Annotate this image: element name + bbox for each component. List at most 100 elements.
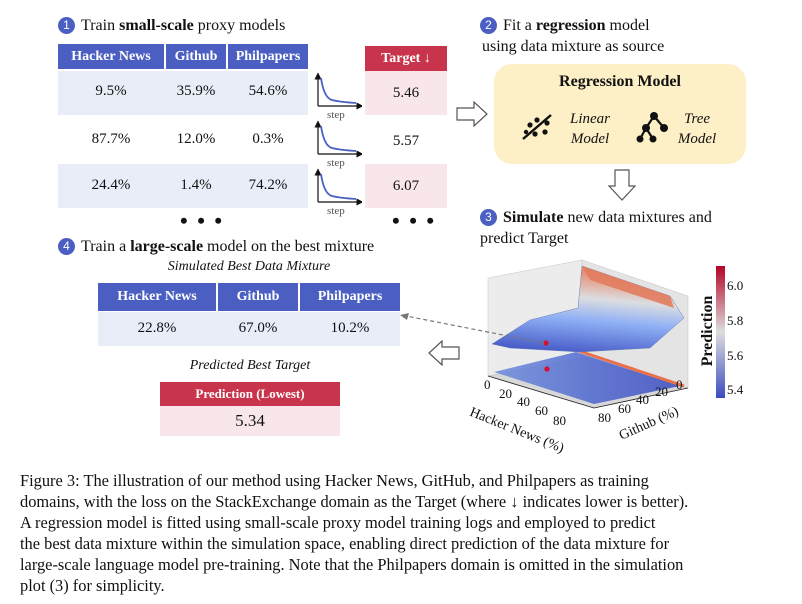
x-axis-line	[487, 375, 595, 409]
step-label-3: step	[327, 205, 345, 217]
best-point-surface	[543, 340, 549, 346]
step2-title: 2 Fit a regression model	[480, 16, 650, 35]
step-label-2: step	[327, 157, 345, 169]
linear-label-line2: Model	[570, 131, 610, 147]
step4-bold: large-scale	[130, 238, 204, 255]
tree-model-label: Tree Model	[674, 109, 720, 149]
floor-contour	[494, 352, 680, 404]
step1-title: 1 Train small-scale proxy models	[58, 16, 285, 35]
dashed-arrow	[400, 313, 545, 344]
cbar-tick-54: 5.4	[727, 382, 744, 397]
step4-title: 4 Train a large-scale model on the best m…	[58, 237, 374, 256]
step1-number: 1	[58, 17, 75, 34]
row2-gh: 12.0%	[176, 131, 216, 147]
scatter-icon	[522, 114, 552, 140]
step4-pre: Train a	[81, 238, 131, 255]
tree-label-line1: Tree	[683, 111, 711, 127]
x-tick-0: 0	[484, 377, 491, 392]
step3-line2: predict Target	[480, 230, 569, 247]
step1-post: proxy models	[193, 17, 286, 34]
step4-number: 4	[58, 238, 75, 255]
cbar-tick-56: 5.6	[727, 348, 744, 363]
regression-model-box	[494, 64, 746, 164]
colorbar	[716, 266, 725, 398]
figure-caption: Figure 3: The illustration of our method…	[20, 470, 796, 596]
y-tick-60: 60	[618, 401, 631, 416]
y-tick-20: 20	[655, 384, 668, 399]
step2-line2: using data mixture as source	[482, 38, 665, 55]
col-github: Github	[166, 44, 226, 69]
step3-post: new data mixtures and	[563, 209, 712, 226]
arrow-down-icon	[608, 169, 636, 201]
linear-label-line1: Linear	[569, 111, 610, 127]
step2-pre: Fit a	[503, 17, 536, 34]
best-col-philpapers: Philpapers	[300, 283, 400, 311]
caption-line-5: large-scale language model pre-training.…	[20, 555, 684, 574]
best-mixture-title: Simulated Best Data Mixture	[167, 259, 331, 274]
step1-bold: small-scale	[119, 17, 194, 34]
x-tick-60: 60	[535, 403, 548, 418]
tree-label-line2: Model	[677, 131, 717, 147]
best-point-floor	[544, 366, 550, 372]
regression-title: Regression Model	[559, 73, 681, 90]
row3-gh: 1.4%	[180, 177, 212, 193]
prediction-value: 5.34	[160, 406, 340, 436]
row1-pp: 54.6%	[248, 83, 288, 99]
x-tick-40: 40	[517, 394, 530, 409]
step-label-1: step	[327, 109, 345, 121]
loss-curve-2	[314, 120, 362, 158]
col-hacker-news: Hacker News	[58, 44, 164, 69]
best-pp-value: 10.2%	[330, 320, 370, 336]
linear-model-label: Linear Model	[565, 109, 615, 149]
step3-title: 3 Simulate new data mixtures and	[480, 208, 712, 227]
caption-line-6: plot (3) for simplicity.	[20, 576, 165, 595]
loss-curves	[314, 72, 362, 206]
best-col-hacker-news: Hacker News	[98, 283, 216, 311]
arrow-right-icon	[456, 101, 488, 127]
cbar-tick-60: 6.0	[727, 278, 744, 293]
row2-hn: 87.7%	[91, 131, 131, 147]
table-row-3-bg	[58, 164, 308, 208]
best-hn-value: 22.8%	[137, 320, 177, 336]
best-target-title: Predicted Best Target	[189, 358, 311, 373]
loss-curve-3	[314, 168, 362, 206]
step4-post: model on the best mixture	[203, 238, 375, 255]
step2-post: model	[605, 17, 650, 34]
table-row-1-bg	[58, 71, 308, 115]
loss-curve-1	[314, 72, 362, 110]
x-tick-80: 80	[553, 413, 566, 428]
prediction-header: Prediction (Lowest)	[160, 382, 340, 406]
proxy-ellipsis: • • •	[180, 208, 225, 233]
floor-edge-high	[569, 346, 685, 388]
target-3: 6.07	[365, 164, 447, 208]
x-tick-20: 20	[499, 386, 512, 401]
step2-number: 2	[480, 17, 497, 34]
target-1: 5.46	[365, 71, 447, 115]
row1-hn: 9.5%	[95, 83, 127, 99]
colorbar-label: Prediction	[699, 295, 716, 367]
plot-3d	[487, 259, 725, 409]
row2-pp: 0.3%	[252, 131, 284, 147]
caption-line-2: domains, with the loss on the StackExcha…	[20, 492, 689, 511]
step2-bold: regression	[535, 17, 606, 34]
best-gh-value: 67.0%	[238, 320, 278, 336]
arrow-left-icon	[428, 340, 460, 366]
step1-pre: Train	[81, 17, 120, 34]
surface-high-ridge	[582, 266, 674, 308]
row1-gh: 35.9%	[176, 83, 216, 99]
target-2: 5.57	[392, 133, 420, 149]
tree-icon	[636, 112, 668, 143]
row3-pp: 74.2%	[248, 177, 288, 193]
y-tick-80: 80	[598, 410, 611, 425]
row3-hn: 24.4%	[91, 177, 131, 193]
caption-line-1: Figure 3: The illustration of our method…	[20, 471, 649, 490]
best-row-bg	[98, 312, 400, 346]
caption-line-3: A regression model is fitted using small…	[20, 513, 656, 532]
target-ellipsis: • • •	[392, 208, 437, 233]
step3-bold: Simulate	[503, 209, 564, 226]
step3-number: 3	[480, 209, 497, 226]
y-axis-line	[593, 387, 689, 409]
best-col-github: Github	[218, 283, 298, 311]
y-tick-0: 0	[676, 377, 683, 392]
y-tick-40: 40	[636, 392, 649, 407]
